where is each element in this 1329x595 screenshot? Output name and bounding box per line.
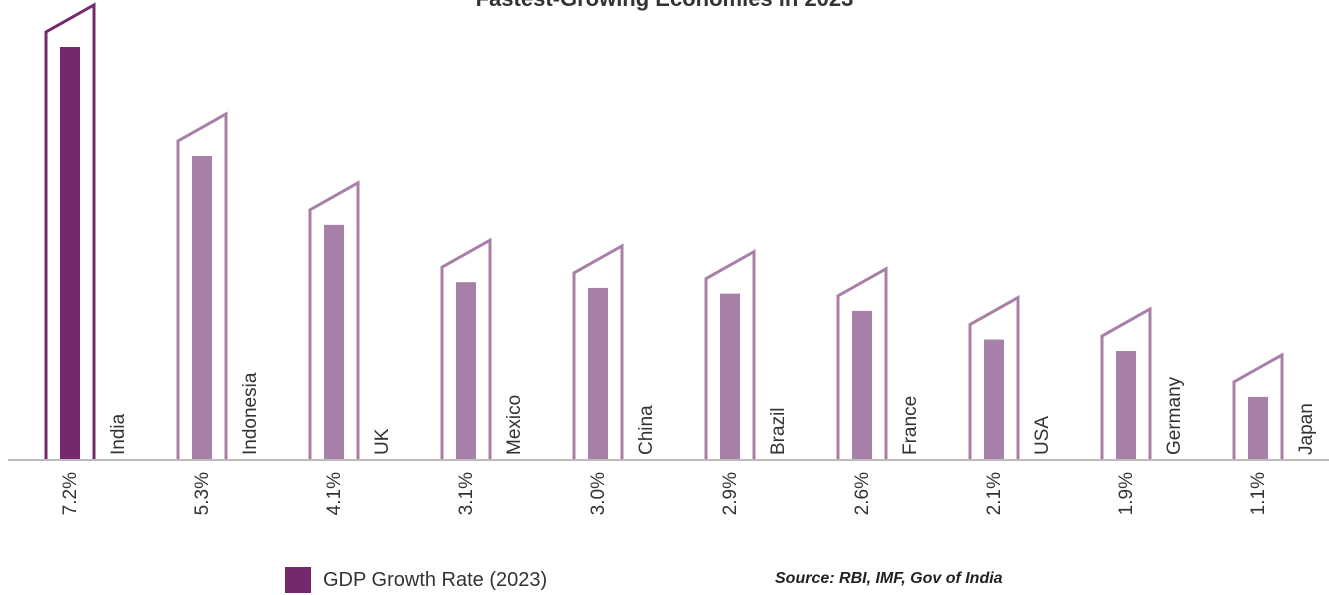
- bar-frame: [176, 111, 228, 460]
- category-label: Mexico: [504, 395, 525, 455]
- value-label: 3.0%: [588, 472, 609, 515]
- bar-frame: [572, 243, 624, 460]
- bar: [852, 310, 872, 460]
- bar: [1248, 396, 1268, 460]
- value-label: 1.9%: [1116, 472, 1137, 515]
- category-label: France: [900, 396, 921, 455]
- bar: [324, 224, 344, 460]
- bar-frame: [1100, 306, 1152, 460]
- value-label: 7.2%: [60, 472, 81, 515]
- category-label: USA: [1032, 416, 1053, 455]
- bar-frame: [968, 294, 1020, 460]
- bar: [60, 47, 80, 460]
- value-label: 3.1%: [456, 472, 477, 515]
- category-label: Germany: [1164, 376, 1185, 455]
- bar: [456, 282, 476, 460]
- bar: [1116, 351, 1136, 460]
- bar: [984, 339, 1004, 460]
- bar-frame: [1232, 352, 1284, 460]
- legend: GDP Growth Rate (2023): [285, 567, 547, 593]
- bar-frame: [440, 237, 492, 460]
- value-label: 2.9%: [720, 472, 741, 515]
- bar-frame: [308, 180, 360, 460]
- value-label: 4.1%: [324, 472, 345, 515]
- bar: [588, 287, 608, 460]
- bar-frame: [836, 266, 888, 460]
- bar: [192, 155, 212, 460]
- value-label: 1.1%: [1248, 472, 1269, 515]
- bar-frame: [704, 249, 756, 460]
- value-label: 2.1%: [984, 472, 1005, 515]
- category-label: Brazil: [768, 407, 789, 455]
- category-label: India: [108, 413, 129, 455]
- category-label: Indonesia: [240, 372, 261, 455]
- chart-title: Fastest-Growing Economies in 2023: [0, 0, 1329, 12]
- category-label: China: [636, 405, 657, 455]
- bar: [720, 293, 740, 460]
- category-label: UK: [372, 428, 393, 455]
- value-label: 5.3%: [192, 472, 213, 515]
- source-note: Source: RBI, IMF, Gov of India: [775, 570, 1003, 587]
- legend-label: GDP Growth Rate (2023): [323, 568, 548, 591]
- value-label: 2.6%: [852, 472, 873, 515]
- category-label: Japan: [1296, 403, 1317, 455]
- legend-swatch: [285, 567, 311, 593]
- bar-frame: [44, 2, 96, 460]
